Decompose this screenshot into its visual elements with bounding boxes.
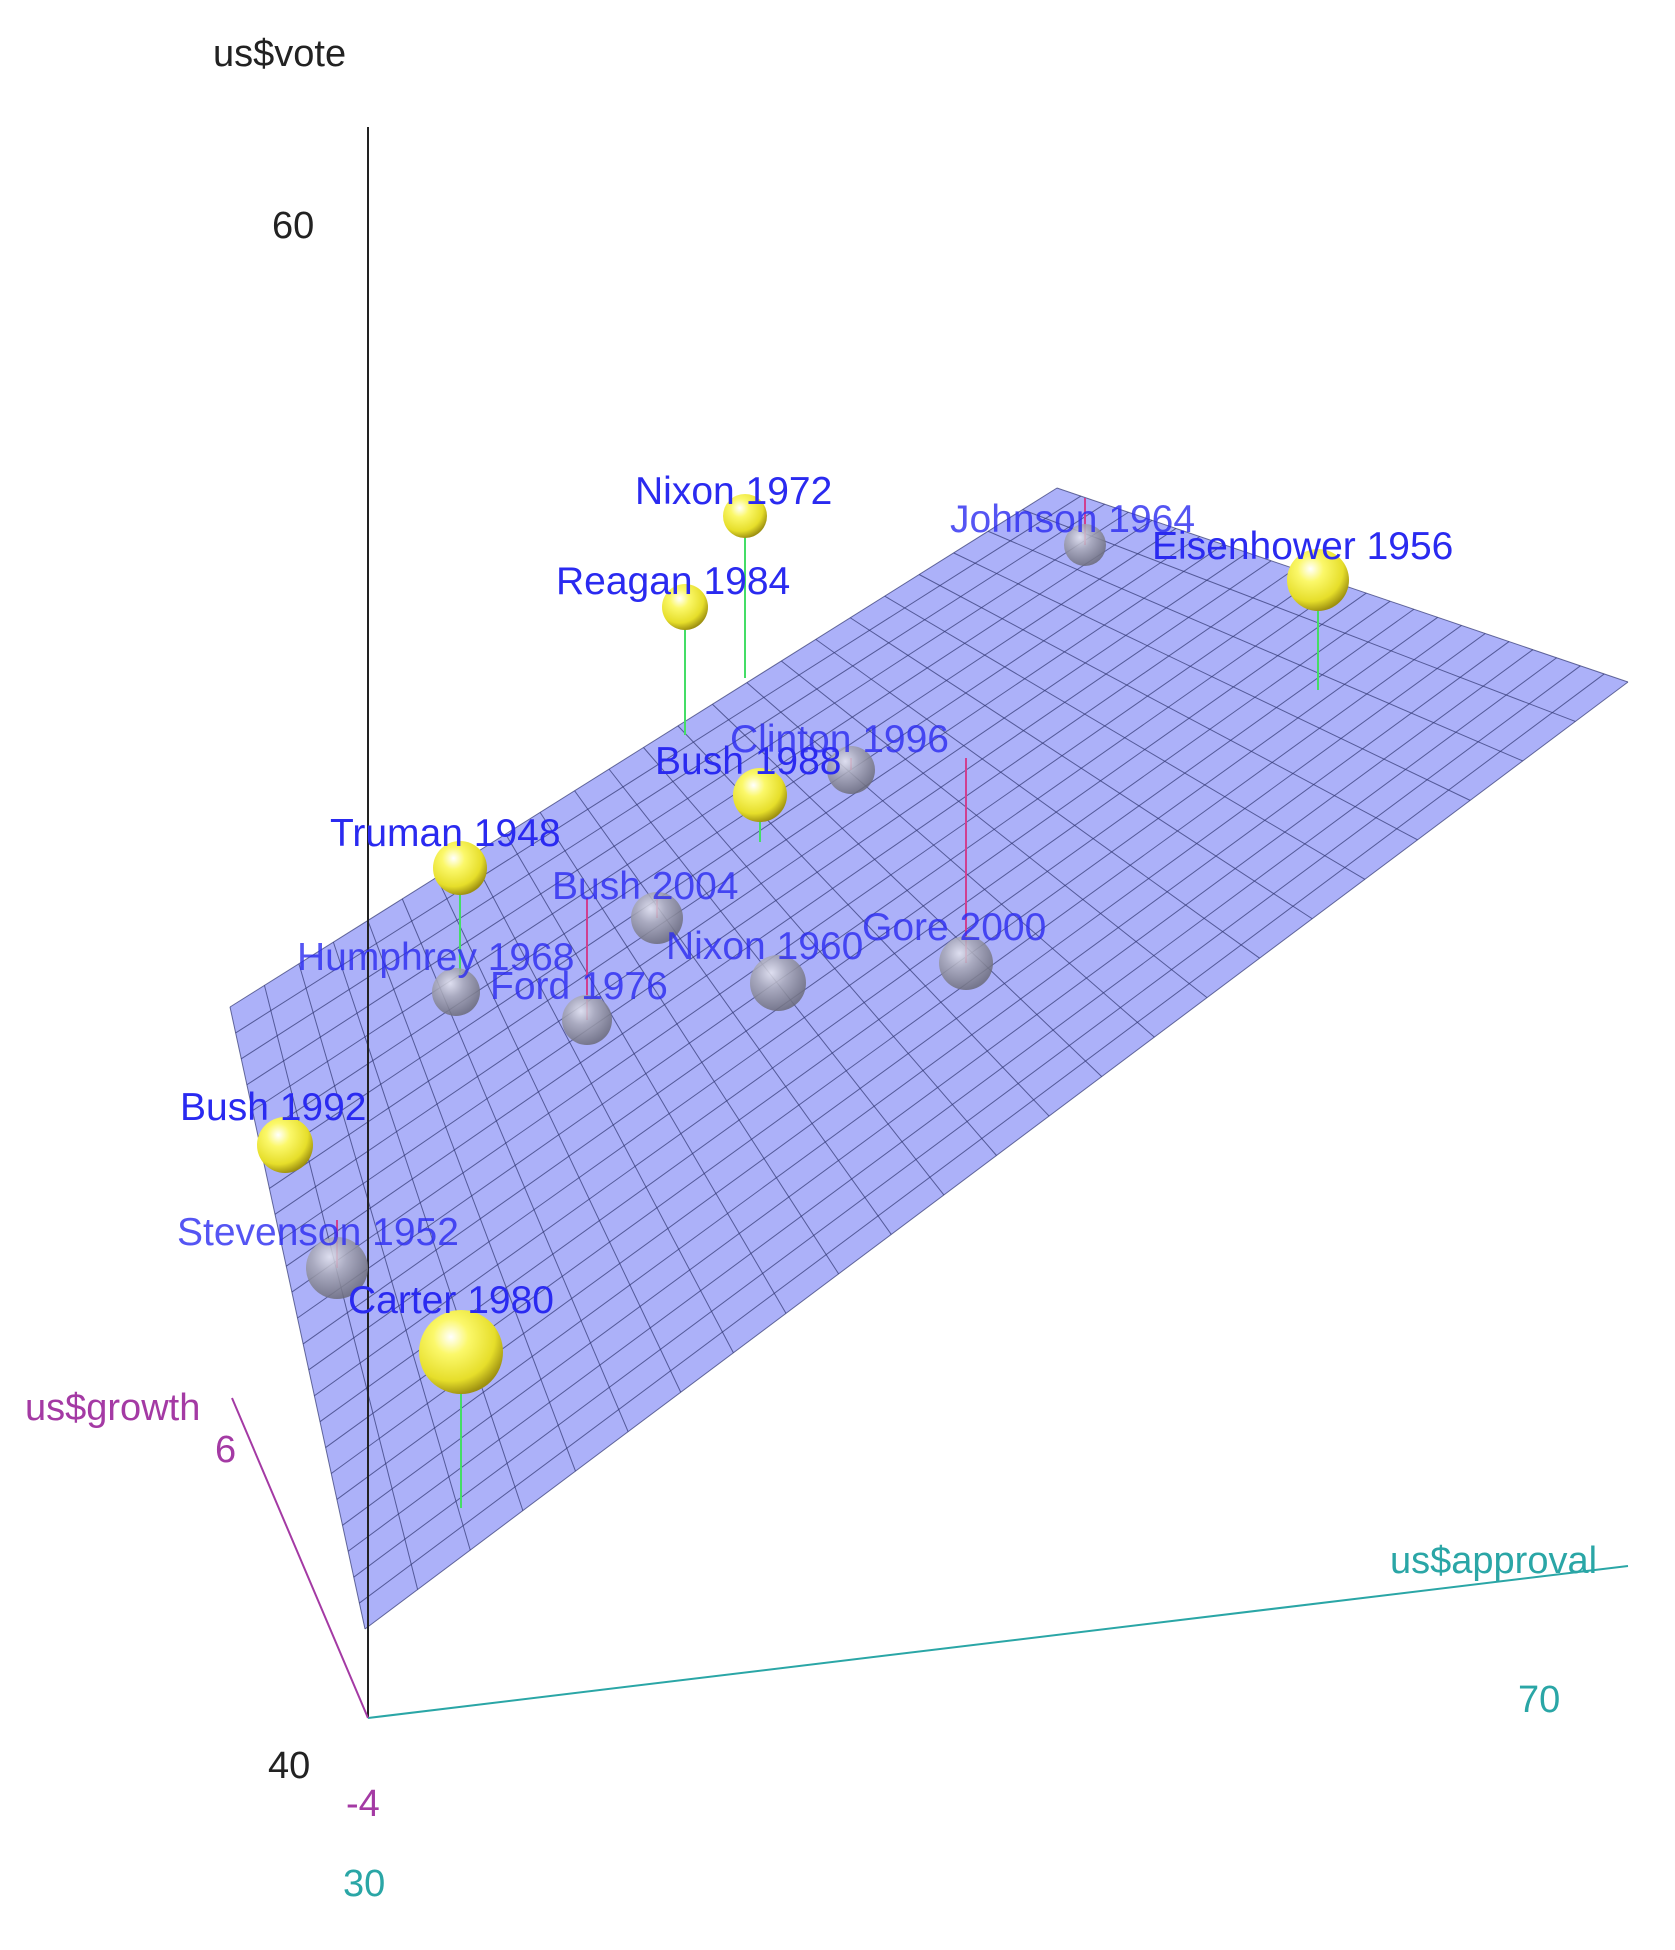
point-label-nixon-1972: Nixon 1972 [635, 470, 832, 513]
point-ford-1976 [562, 995, 612, 1045]
approval-axis-line [367, 1565, 1629, 1719]
point-bush-1988 [733, 768, 787, 822]
point-label-johnson-1964: Johnson 1964 [950, 498, 1195, 541]
point-label-eisenhower-1956: Eisenhower 1956 [1152, 525, 1453, 568]
plane-grid-line [1022, 509, 1576, 722]
plane-surface [230, 488, 1628, 1629]
point-label-bush-1992: Bush 1992 [180, 1086, 367, 1129]
point-carter-1980 [419, 1310, 503, 1394]
approval-tick-70: 70 [1518, 1679, 1560, 1721]
point-label-carter-1980: Carter 1980 [348, 1279, 554, 1322]
growth-axis-label: us$growth [25, 1387, 200, 1429]
point-bush-2004 [631, 892, 683, 944]
point-gore-2000 [939, 936, 993, 990]
point-label-truman-1948: Truman 1948 [330, 812, 561, 855]
point-johnson-1964 [1064, 524, 1106, 566]
approval-axis-label: us$approval [1390, 1540, 1597, 1582]
point-label-stevenson-1952: Stevenson 1952 [177, 1211, 459, 1254]
point-label-bush-2004: Bush 2004 [552, 865, 739, 908]
vote-axis-label: us$vote [213, 33, 346, 75]
approval-tick-30: 30 [343, 1863, 385, 1905]
growth-tick-6: 6 [215, 1429, 236, 1471]
growth-tick-neg4: -4 [346, 1783, 380, 1825]
point-label-nixon-1960: Nixon 1960 [666, 925, 863, 968]
point-nixon-1972 [723, 494, 767, 538]
vote-tick-40: 40 [268, 1745, 310, 1787]
point-label-clinton-1996: Clinton 1996 [730, 718, 949, 761]
point-label-humphrey-1968: Humphrey 1968 [297, 936, 575, 979]
plane-grid-line [246, 511, 1129, 1086]
point-truman-1948 [433, 841, 487, 895]
axes: us$vote 60 40 us$approval 70 30 us$growt… [25, 33, 1629, 1905]
point-clinton-1996 [827, 746, 875, 794]
point-humphrey-1968 [432, 968, 480, 1016]
point-label-gore-2000: Gore 2000 [862, 906, 1046, 949]
plane-grid-line [235, 495, 1082, 1034]
point-bush-1992 [257, 1117, 313, 1173]
plane-grid-line [252, 519, 1153, 1112]
data-points: Nixon 1972 Reagan 1984 Johnson 1964Eisenho… [177, 470, 1453, 1508]
point-nixon-1960 [750, 955, 806, 1011]
plane-grid-line [953, 552, 1471, 801]
point-label-bush-1988: Bush 1988 [655, 740, 842, 783]
regression-plane [229, 487, 1629, 1630]
vote-tick-60: 60 [272, 205, 314, 247]
plane-grid-line [240, 503, 1105, 1060]
plane-grid-line [987, 530, 1523, 762]
point-label-ford-1976: Ford 1976 [490, 965, 668, 1008]
point-eisenhower-1956 [1287, 549, 1349, 611]
point-reagan-1984 [662, 584, 708, 630]
growth-axis-line [231, 1397, 369, 1719]
point-label-reagan-1984: Reagan 1984 [556, 560, 790, 603]
point-stevenson-1952 [306, 1237, 368, 1299]
